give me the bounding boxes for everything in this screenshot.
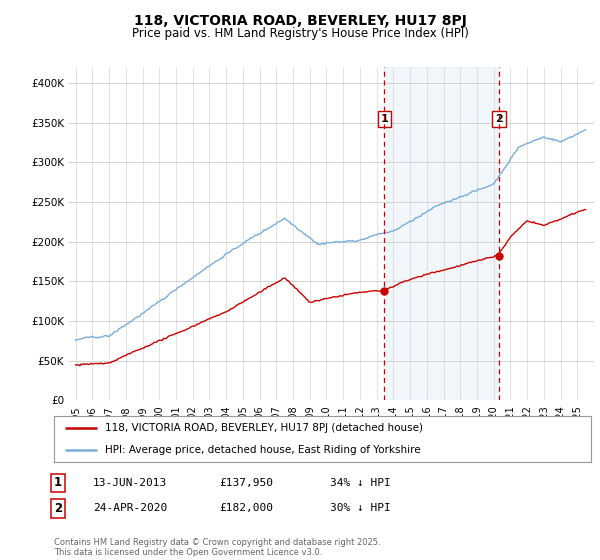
Text: HPI: Average price, detached house, East Riding of Yorkshire: HPI: Average price, detached house, East… — [105, 445, 421, 455]
Text: 1: 1 — [380, 114, 388, 124]
Text: £137,950: £137,950 — [219, 478, 273, 488]
Text: £182,000: £182,000 — [219, 503, 273, 514]
Text: 34% ↓ HPI: 34% ↓ HPI — [330, 478, 391, 488]
Text: 24-APR-2020: 24-APR-2020 — [93, 503, 167, 514]
Text: 1: 1 — [54, 476, 62, 489]
Bar — [384, 67, 499, 400]
Text: 118, VICTORIA ROAD, BEVERLEY, HU17 8PJ: 118, VICTORIA ROAD, BEVERLEY, HU17 8PJ — [134, 14, 466, 28]
Text: Price paid vs. HM Land Registry's House Price Index (HPI): Price paid vs. HM Land Registry's House … — [131, 27, 469, 40]
Text: 30% ↓ HPI: 30% ↓ HPI — [330, 503, 391, 514]
Text: 118, VICTORIA ROAD, BEVERLEY, HU17 8PJ (detached house): 118, VICTORIA ROAD, BEVERLEY, HU17 8PJ (… — [105, 423, 423, 433]
Text: Contains HM Land Registry data © Crown copyright and database right 2025.
This d: Contains HM Land Registry data © Crown c… — [54, 538, 380, 557]
Text: 13-JUN-2013: 13-JUN-2013 — [93, 478, 167, 488]
Text: 2: 2 — [495, 114, 503, 124]
Text: 2: 2 — [54, 502, 62, 515]
